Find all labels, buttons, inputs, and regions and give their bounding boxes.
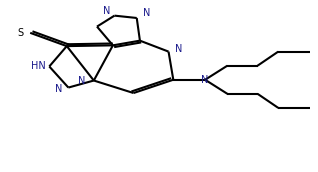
Text: N: N — [103, 6, 110, 16]
Text: S: S — [17, 28, 24, 38]
Text: N: N — [201, 75, 209, 85]
Text: HN: HN — [31, 61, 46, 71]
Text: N: N — [54, 84, 62, 94]
Text: N: N — [175, 44, 183, 54]
Text: N: N — [78, 76, 86, 85]
Text: N: N — [142, 8, 150, 18]
